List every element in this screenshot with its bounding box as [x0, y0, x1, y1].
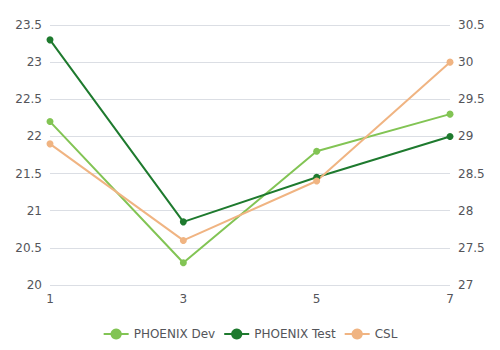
svg-text:5: 5: [313, 292, 321, 306]
svg-text:22.5: 22.5: [15, 92, 42, 106]
svg-text:22: 22: [27, 129, 42, 143]
svg-text:21: 21: [27, 204, 42, 218]
svg-text:3: 3: [180, 292, 188, 306]
svg-text:28: 28: [458, 204, 473, 218]
svg-text:7: 7: [446, 292, 454, 306]
svg-text:30.5: 30.5: [458, 18, 485, 32]
svg-text:PHOENIX Test: PHOENIX Test: [254, 327, 336, 341]
svg-text:27.5: 27.5: [458, 241, 485, 255]
svg-text:PHOENIX Dev: PHOENIX Dev: [134, 327, 216, 341]
svg-text:29.5: 29.5: [458, 92, 485, 106]
svg-text:20: 20: [27, 278, 42, 292]
svg-text:23: 23: [27, 55, 42, 69]
svg-text:20.5: 20.5: [15, 241, 42, 255]
svg-text:30: 30: [458, 55, 473, 69]
svg-text:23.5: 23.5: [15, 18, 42, 32]
svg-text:27: 27: [458, 278, 473, 292]
svg-text:CSL: CSL: [375, 327, 398, 341]
svg-text:21.5: 21.5: [15, 167, 42, 181]
svg-text:1: 1: [46, 292, 54, 306]
svg-text:28.5: 28.5: [458, 167, 485, 181]
svg-text:29: 29: [458, 129, 473, 143]
